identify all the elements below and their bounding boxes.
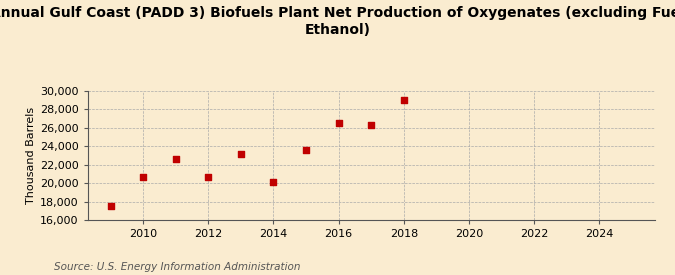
Y-axis label: Thousand Barrels: Thousand Barrels — [26, 107, 36, 204]
Point — [203, 174, 214, 179]
Point — [366, 123, 377, 127]
Text: Source: U.S. Energy Information Administration: Source: U.S. Energy Information Administ… — [54, 262, 300, 272]
Point — [300, 148, 311, 152]
Point — [333, 121, 344, 125]
Text: Annual Gulf Coast (PADD 3) Biofuels Plant Net Production of Oxygenates (excludin: Annual Gulf Coast (PADD 3) Biofuels Plan… — [0, 6, 675, 37]
Point — [138, 174, 148, 179]
Point — [105, 204, 116, 208]
Point — [398, 98, 409, 102]
Point — [268, 180, 279, 184]
Point — [170, 157, 181, 161]
Point — [236, 151, 246, 156]
